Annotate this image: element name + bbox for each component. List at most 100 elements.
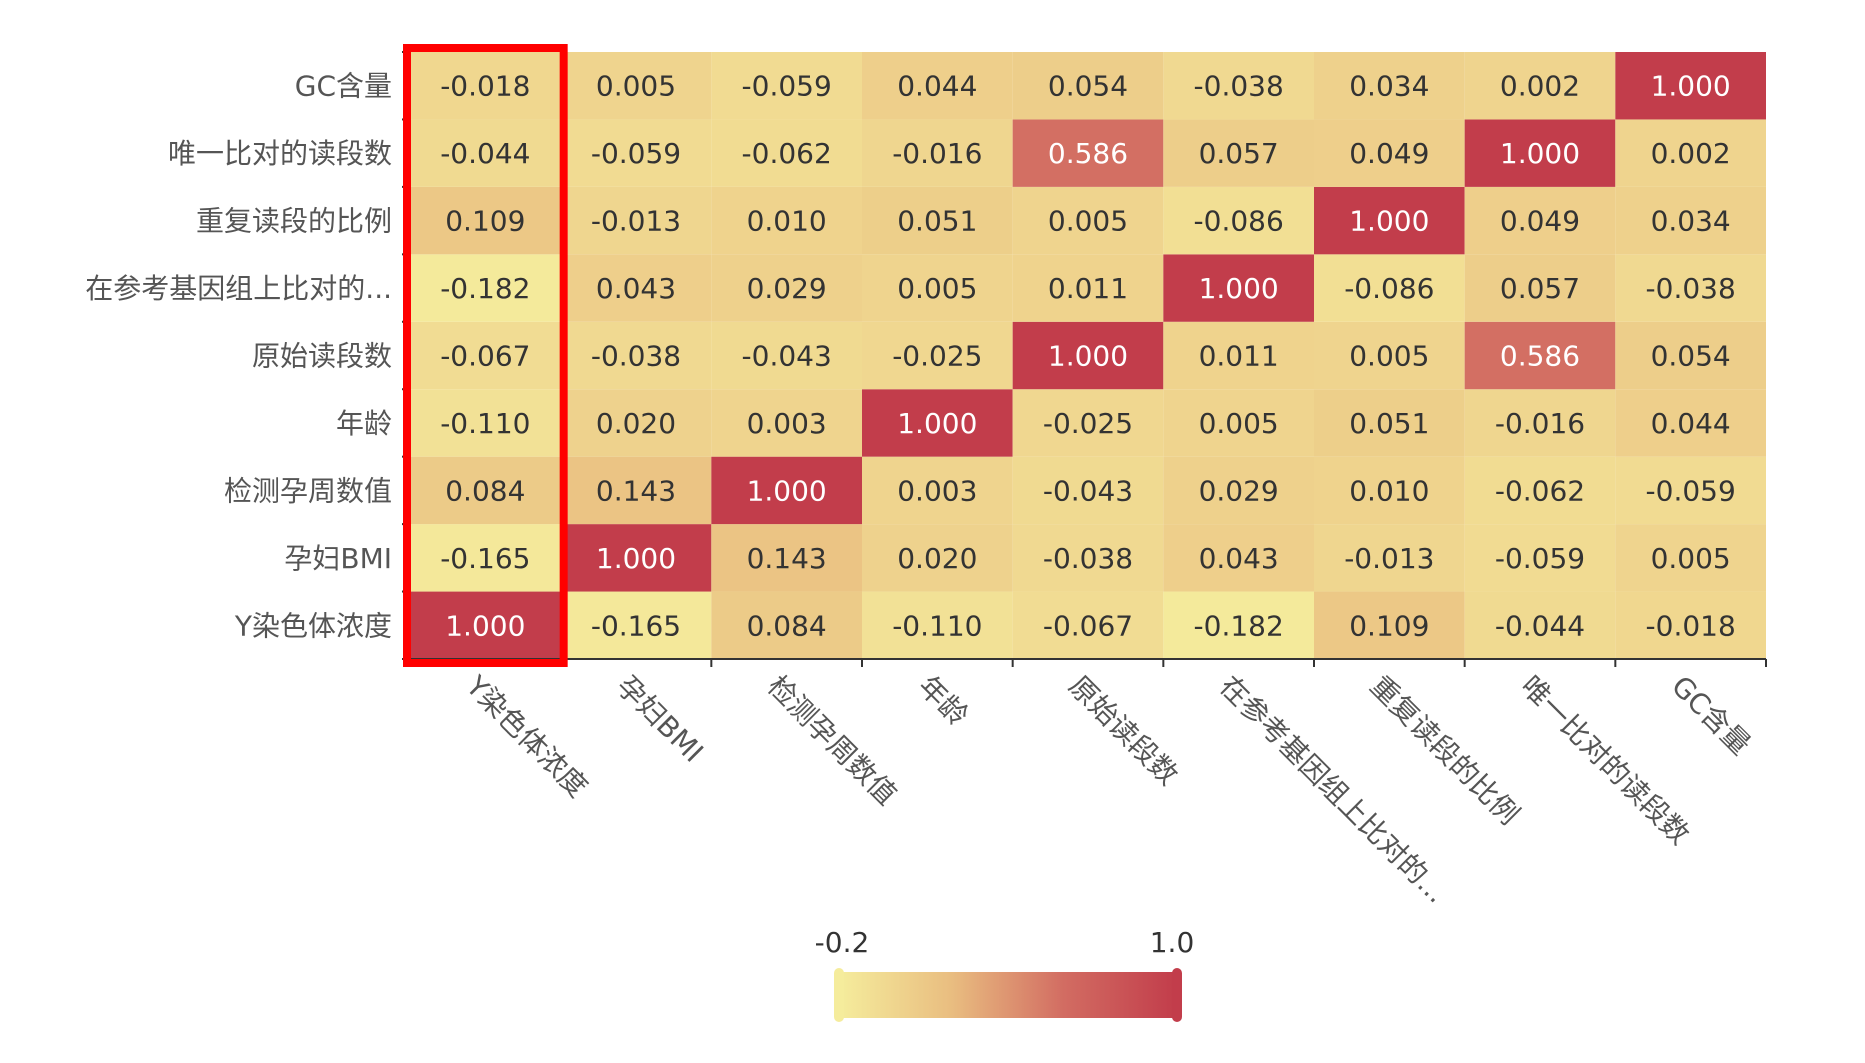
heatmap-cell[interactable] bbox=[560, 254, 712, 322]
heatmap-cell[interactable] bbox=[862, 321, 1013, 390]
heatmap-cell[interactable] bbox=[862, 186, 1013, 255]
heatmap-cell[interactable] bbox=[1012, 119, 1164, 187]
cell-value-label: -0.059 bbox=[1495, 542, 1585, 575]
heatmap-cell[interactable] bbox=[862, 456, 1013, 525]
heatmap-cell[interactable] bbox=[1314, 524, 1465, 592]
heatmap-cell[interactable] bbox=[1012, 52, 1164, 120]
heatmap-cell[interactable] bbox=[711, 119, 862, 187]
heatmap-cell[interactable] bbox=[410, 456, 561, 525]
heatmap-cell[interactable] bbox=[711, 321, 862, 390]
heatmap-cell[interactable] bbox=[1615, 254, 1766, 322]
heatmap-cell[interactable] bbox=[862, 524, 1013, 592]
x-axis-label: 唯一比对的读段数 bbox=[1514, 669, 1696, 851]
heatmap-cell[interactable] bbox=[1163, 321, 1314, 390]
heatmap-cell[interactable] bbox=[1464, 52, 1616, 120]
cell-value-label: 0.034 bbox=[1349, 70, 1429, 103]
heatmap-cell[interactable] bbox=[1464, 186, 1616, 255]
heatmap-cell[interactable] bbox=[1464, 389, 1616, 457]
heatmap-cell[interactable] bbox=[1615, 389, 1766, 457]
heatmap-cell[interactable] bbox=[1615, 186, 1766, 255]
heatmap-cell[interactable] bbox=[560, 321, 712, 390]
heatmap-cell[interactable] bbox=[1012, 389, 1164, 457]
heatmap-cell[interactable] bbox=[711, 52, 862, 120]
heatmap-cell[interactable] bbox=[862, 389, 1013, 457]
heatmap-cell[interactable] bbox=[410, 254, 561, 322]
heatmap-cell[interactable] bbox=[1163, 119, 1314, 187]
visual-map-max-handle[interactable] bbox=[1172, 968, 1182, 1022]
heatmap-cell[interactable] bbox=[1163, 456, 1314, 525]
heatmap-cell[interactable] bbox=[1464, 456, 1616, 525]
heatmap-cell[interactable] bbox=[560, 186, 712, 255]
y-axis-label: GC含量 bbox=[295, 70, 392, 103]
heatmap-cell[interactable] bbox=[862, 119, 1013, 187]
heatmap-cell[interactable] bbox=[1012, 524, 1164, 592]
heatmap-cell[interactable] bbox=[410, 186, 561, 255]
cell-value-label: -0.182 bbox=[440, 272, 530, 305]
heatmap-cell[interactable] bbox=[1314, 321, 1465, 390]
heatmap-cell[interactable] bbox=[1012, 456, 1164, 525]
heatmap-cell[interactable] bbox=[711, 591, 862, 659]
heatmap-cell[interactable] bbox=[560, 524, 712, 592]
heatmap-cell[interactable] bbox=[560, 456, 712, 525]
heatmap-cell[interactable] bbox=[1314, 591, 1465, 659]
heatmap-cell[interactable] bbox=[560, 389, 712, 457]
heatmap-cell[interactable] bbox=[1615, 321, 1766, 390]
heatmap-cell[interactable] bbox=[410, 119, 561, 187]
cell-value-label: 1.000 bbox=[1651, 70, 1731, 103]
heatmap-cell[interactable] bbox=[410, 52, 561, 120]
visual-map-min-handle[interactable] bbox=[834, 968, 844, 1022]
heatmap-cell[interactable] bbox=[1163, 186, 1314, 255]
heatmap-cell[interactable] bbox=[711, 524, 862, 592]
heatmap-cell[interactable] bbox=[1464, 321, 1616, 390]
heatmap-cell[interactable] bbox=[711, 254, 862, 322]
cell-value-label: -0.038 bbox=[1646, 272, 1736, 305]
heatmap-cell[interactable] bbox=[1012, 591, 1164, 659]
heatmap-cell[interactable] bbox=[410, 321, 561, 390]
heatmap-cell[interactable] bbox=[560, 52, 712, 120]
visual-map-bar bbox=[840, 972, 1176, 1018]
cell-value-label: 1.000 bbox=[1500, 137, 1580, 170]
cell-value-label: 0.002 bbox=[1651, 137, 1731, 170]
heatmap-cell[interactable] bbox=[1314, 119, 1465, 187]
heatmap-cell[interactable] bbox=[1464, 591, 1616, 659]
heatmap-cell[interactable] bbox=[862, 254, 1013, 322]
heatmap-cell[interactable] bbox=[1012, 321, 1164, 390]
heatmap-cell[interactable] bbox=[560, 591, 712, 659]
heatmap-cell[interactable] bbox=[862, 591, 1013, 659]
heatmap-cell[interactable] bbox=[410, 591, 561, 659]
heatmap-cell[interactable] bbox=[410, 389, 561, 457]
heatmap-cells: 1.000 -0.165 0.084 -0.110 -0.067 -0.182 0.109 -… bbox=[410, 52, 1766, 659]
heatmap-cell[interactable] bbox=[1615, 524, 1766, 592]
x-axis-label: 重复读段的比例 bbox=[1364, 669, 1526, 831]
y-axis-label: 年龄 bbox=[336, 407, 392, 440]
heatmap-cell[interactable] bbox=[1012, 186, 1164, 255]
heatmap-cell[interactable] bbox=[1163, 254, 1314, 322]
heatmap-cell[interactable] bbox=[1314, 456, 1465, 525]
x-axis-label: 检测孕周数值 bbox=[761, 669, 903, 811]
heatmap-cell[interactable] bbox=[560, 119, 712, 187]
heatmap-cell[interactable] bbox=[1314, 254, 1465, 322]
heatmap-cell[interactable] bbox=[711, 389, 862, 457]
cell-value-label: 0.109 bbox=[1349, 609, 1429, 642]
heatmap-cell[interactable] bbox=[1163, 52, 1314, 120]
heatmap-cell[interactable] bbox=[1464, 524, 1616, 592]
heatmap-cell[interactable] bbox=[711, 186, 862, 255]
heatmap-cell[interactable] bbox=[1314, 52, 1465, 120]
heatmap-cell[interactable] bbox=[1615, 591, 1766, 659]
heatmap-cell[interactable] bbox=[1163, 524, 1314, 592]
heatmap-cell[interactable] bbox=[862, 52, 1013, 120]
heatmap-cell[interactable] bbox=[711, 456, 862, 525]
heatmap-cell[interactable] bbox=[1464, 254, 1616, 322]
heatmap-cell[interactable] bbox=[1615, 52, 1766, 120]
visual-map-legend[interactable]: -0.2 1.0 bbox=[815, 926, 1195, 1022]
heatmap-cell[interactable] bbox=[1615, 119, 1766, 187]
heatmap-cell[interactable] bbox=[410, 524, 561, 592]
heatmap-cell[interactable] bbox=[1012, 254, 1164, 322]
heatmap-cell[interactable] bbox=[1163, 389, 1314, 457]
heatmap-cell[interactable] bbox=[1163, 591, 1314, 659]
heatmap-cell[interactable] bbox=[1314, 186, 1465, 255]
heatmap-cell[interactable] bbox=[1464, 119, 1616, 187]
heatmap-cell[interactable] bbox=[1615, 456, 1766, 525]
heatmap-cell[interactable] bbox=[1314, 389, 1465, 457]
